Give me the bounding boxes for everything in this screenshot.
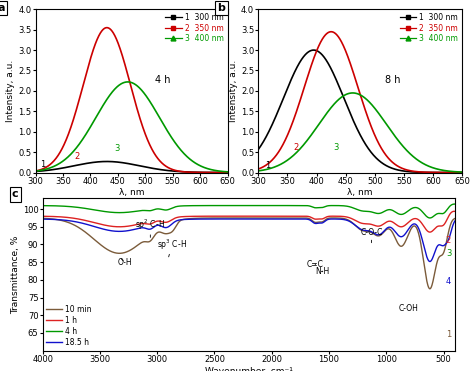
Text: 3: 3 [333, 143, 338, 152]
Text: 2: 2 [293, 143, 299, 152]
Text: 4: 4 [446, 277, 451, 286]
X-axis label: λ, nm: λ, nm [347, 188, 373, 197]
Text: 1: 1 [265, 161, 271, 170]
Text: C=C: C=C [307, 260, 324, 269]
Text: 3: 3 [446, 249, 451, 258]
Text: 1: 1 [40, 160, 45, 169]
Text: 2: 2 [446, 236, 451, 246]
Legend: 10 min, 1 h, 4 h, 18.5 h: 10 min, 1 h, 4 h, 18.5 h [46, 305, 91, 347]
Text: a: a [0, 3, 5, 13]
Text: 3: 3 [114, 144, 119, 153]
Y-axis label: Intensity, a.u.: Intensity, a.u. [229, 60, 238, 122]
Y-axis label: Transmittance, %: Transmittance, % [11, 235, 20, 314]
Text: N-H: N-H [315, 267, 329, 276]
Text: b: b [218, 3, 226, 13]
Text: 2: 2 [74, 152, 79, 161]
Text: sp$^3$ C-H: sp$^3$ C-H [157, 237, 187, 257]
Text: C-OH: C-OH [398, 305, 418, 313]
Legend: 1  300 nm, 2  350 nm, 3  400 nm: 1 300 nm, 2 350 nm, 3 400 nm [165, 13, 224, 43]
X-axis label: λ, nm: λ, nm [119, 188, 144, 197]
Text: 8 h: 8 h [385, 75, 400, 85]
Text: O-H: O-H [118, 259, 132, 267]
Text: C-O-C: C-O-C [360, 229, 383, 243]
Text: c: c [12, 189, 18, 199]
Text: 1: 1 [446, 330, 451, 339]
Text: sp$^2$ C-H: sp$^2$ C-H [136, 218, 165, 237]
Legend: 1  300 nm, 2  350 nm, 3  400 nm: 1 300 nm, 2 350 nm, 3 400 nm [400, 13, 458, 43]
X-axis label: Wavenumber, cm⁻¹: Wavenumber, cm⁻¹ [205, 367, 293, 371]
Text: 4 h: 4 h [155, 75, 170, 85]
Y-axis label: Intensity, a.u.: Intensity, a.u. [6, 60, 15, 122]
